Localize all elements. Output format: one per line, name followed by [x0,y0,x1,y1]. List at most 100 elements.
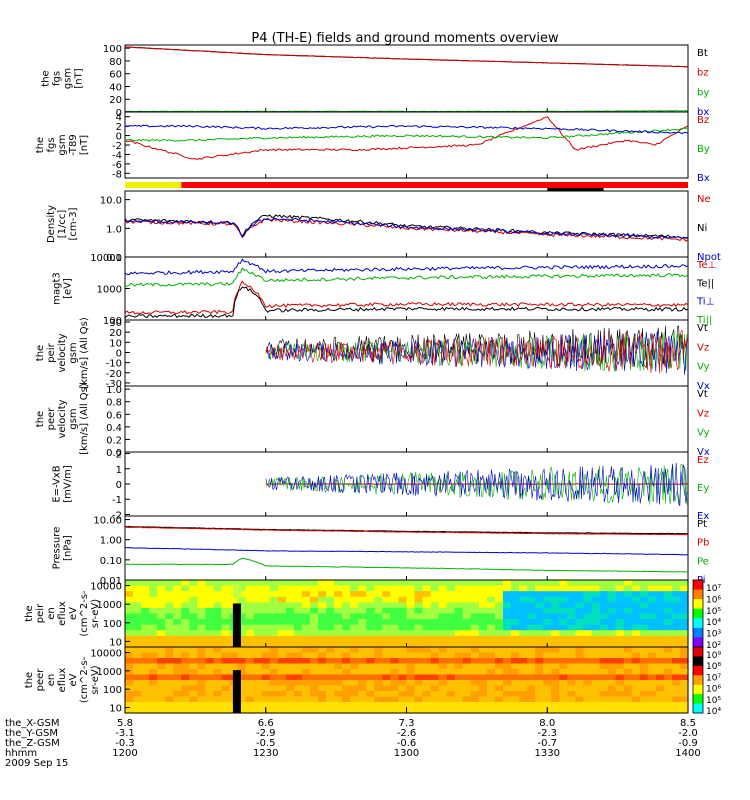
spectrogram-cell [583,585,593,592]
spectrogram-cell [663,607,673,615]
footer-value: 1200 [112,748,137,759]
spectrogram-cell [511,641,520,648]
panel-frame [124,44,689,113]
spectrogram-cell [623,669,633,676]
spectrogram-cell [350,619,359,626]
spectrogram-cell [551,624,560,631]
spectrogram-cell [366,580,375,587]
spectrogram-cell [366,702,375,709]
spectrogram-cell [213,580,223,587]
spectrogram-cell [543,585,552,592]
spectrogram-cell [197,680,207,687]
spectrogram-cell [615,635,625,643]
spectrogram-cell [478,619,488,626]
spectrogram-cell [301,680,311,687]
spectrogram-cell [446,696,456,703]
spectrogram-cell [237,707,247,714]
spectrogram-cell [575,669,585,676]
y-tick-label: -10 [106,359,122,370]
spectrogram-cell [583,707,593,714]
spectrogram-cell [358,663,367,670]
spectrogram-cell [647,619,657,626]
y-axis-label: the [24,605,35,621]
spectrogram-cell [575,613,585,620]
spectrogram-cell [366,696,375,703]
footer-value: 8.5 [680,718,696,729]
spectrogram-cell [527,624,536,631]
spectrogram-cell [527,702,536,709]
spectrogram-cell [374,696,383,703]
spectrogram-cell [551,635,560,643]
spectrogram-cell [157,663,166,670]
spectrogram-cell [406,647,416,654]
spectrogram-cell [599,702,609,709]
colorbar-band [693,703,703,714]
spectrogram-cell [470,585,480,592]
spectrogram-cell [591,674,601,681]
spectrogram-cell [334,630,343,637]
spectrogram-cell [245,669,255,676]
spectrogram-cell [366,624,375,631]
spectrogram-cell [422,641,432,648]
spectrogram-cell [382,702,392,709]
spectrogram-cell [615,596,625,603]
spectrogram-cell [269,613,279,620]
spectrogram-cell [382,663,392,670]
spectrogram-cell [486,652,496,659]
spectrogram-cell [165,691,174,698]
footer-value: 1230 [253,748,278,759]
spectrogram-cell [551,674,560,681]
spectrogram-cell [221,647,231,654]
series-Npot [124,217,689,240]
spectrogram-cell [519,585,528,592]
spectrogram-cell [173,596,182,603]
spectrogram-cell [430,591,440,598]
spectrogram-cell [382,607,392,615]
spectrogram-cell [293,663,303,670]
spectrogram-cell [221,630,231,637]
spectrogram-cell [623,663,633,670]
spectrogram-cell [189,596,198,603]
spectrogram-cell [639,591,649,598]
series-Bz [124,115,689,161]
spectrogram-cell [438,630,448,637]
spectrogram-cell [671,658,681,665]
spectrogram-cell [374,652,383,659]
spectrogram-cell [414,602,424,609]
spectrogram-cell [301,602,311,609]
spectrogram-cell [125,596,134,603]
spectrogram-cell [559,674,568,681]
spectrogram-cell [511,591,520,598]
spectrogram-cell [269,685,279,692]
spectrogram-cell [334,596,343,603]
spectrogram-cell [141,707,150,714]
y-tick-label: 0 [116,480,122,491]
y-tick-label: -4 [112,150,122,161]
spectrogram-cell [309,658,319,665]
spectrogram-cell [125,630,134,637]
spectrogram-cell [414,663,424,670]
spectrogram-cell [519,591,528,598]
spectrogram-cell [519,624,528,631]
spectrogram-cell [350,707,359,714]
footer-value: -0.3 [115,738,135,749]
spectrogram-cell [125,619,134,626]
spectrogram-cell [173,630,182,637]
spectrogram-cell [462,663,472,670]
spectrogram-cell [133,602,142,609]
spectrogram-cell [197,669,207,676]
footer-date: 2009 Sep 15 [5,758,68,769]
series-Bx [124,124,689,135]
spectrogram-cell [655,641,665,648]
spectrogram-cell [197,602,207,609]
spectrogram-cell [519,674,528,681]
spectrogram-cell [213,591,223,598]
spectrogram-cell [454,591,464,598]
spectrogram-cell [430,658,440,665]
spectrogram-cell [591,691,601,698]
footer-value: 8.0 [539,718,555,729]
y-tick-label: -2 [112,141,122,152]
spectrogram-cell [519,669,528,676]
